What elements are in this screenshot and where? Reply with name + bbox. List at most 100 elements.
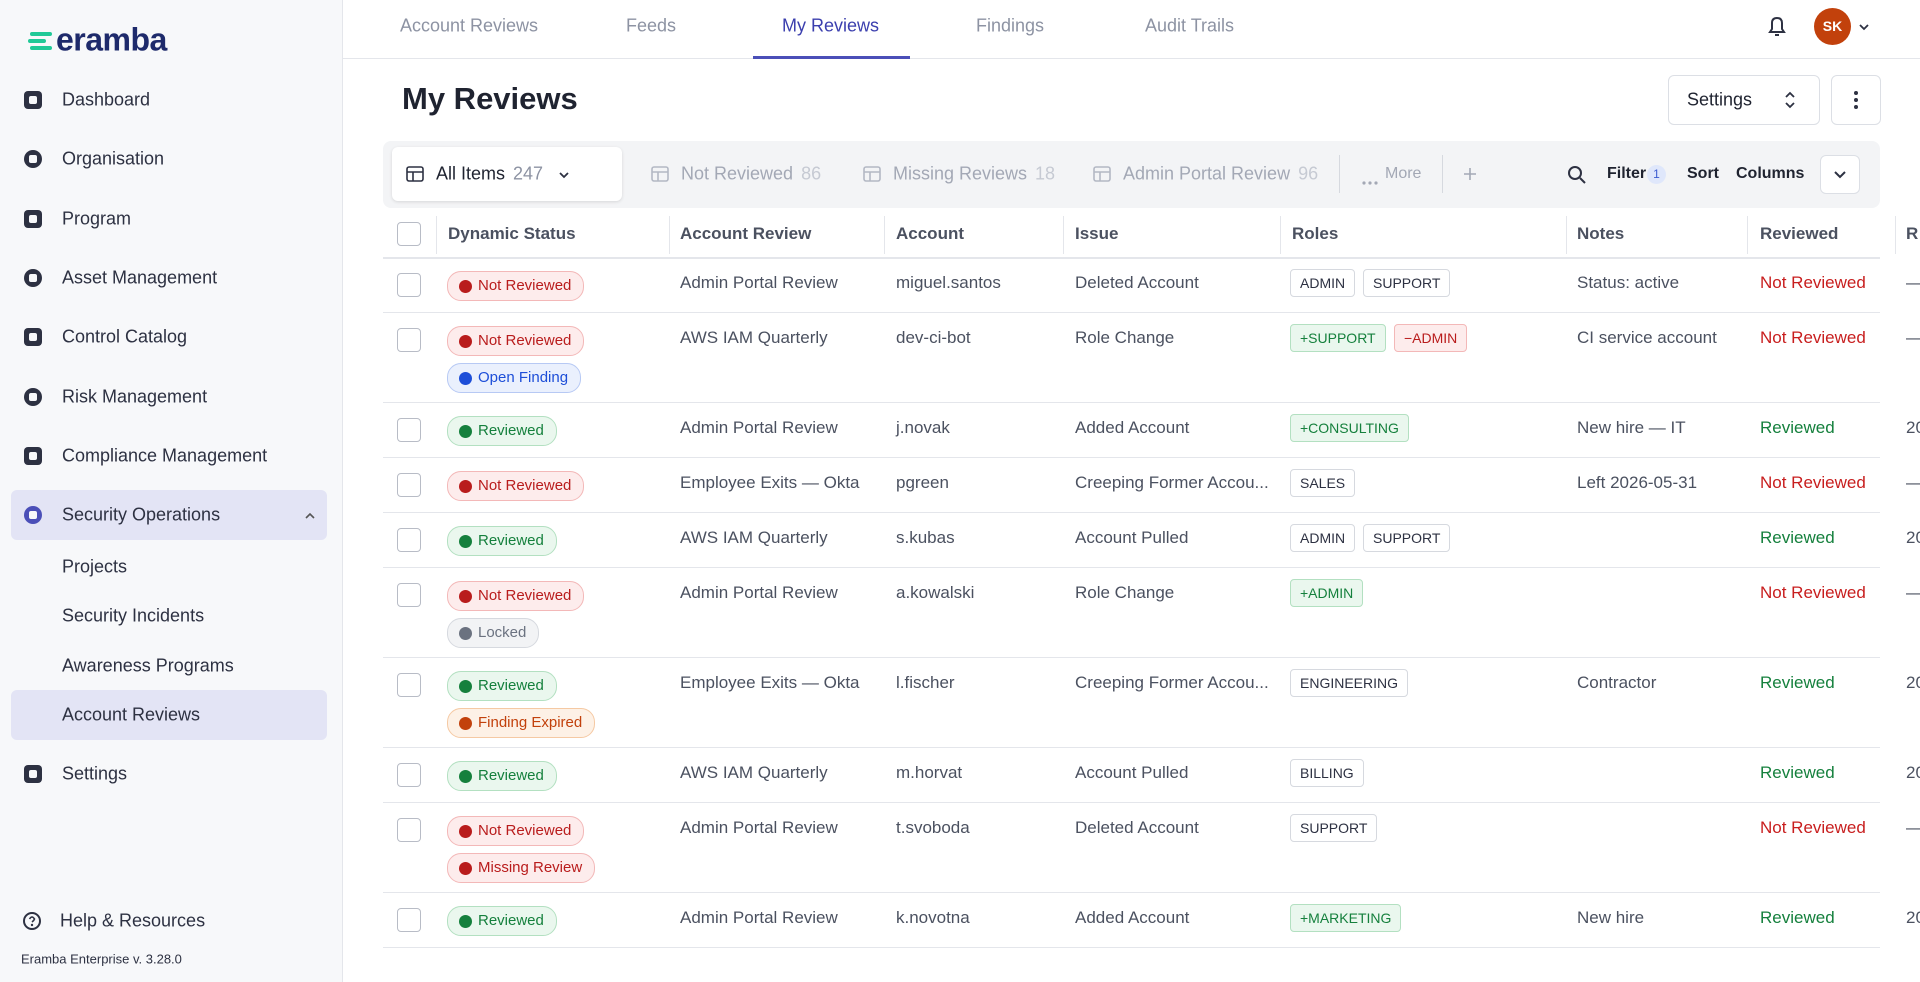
sort-button[interactable]: Sort <box>1687 165 1719 182</box>
checkbox[interactable] <box>397 528 421 552</box>
cell-reviewed: Not Reviewed <box>1760 273 1866 292</box>
cell-account: m.horvat <box>896 763 963 782</box>
columns-button[interactable]: Columns <box>1736 165 1805 182</box>
cell-account-review: Admin Portal Review <box>680 418 838 437</box>
view-chevron <box>558 168 570 186</box>
nav-item[interactable]: Organisation <box>62 148 165 169</box>
top-tab[interactable]: Feeds <box>626 15 677 36</box>
role-tag: SUPPORT <box>1363 269 1451 297</box>
cell-notes: Left 2026-05-31 <box>1577 473 1698 492</box>
view-text: Not Reviewed 86 <box>681 164 821 185</box>
nav-subitem[interactable]: Awareness Programs <box>62 655 234 676</box>
status-badge: Not Reviewed <box>447 816 585 846</box>
row-divider <box>383 892 1880 893</box>
kebab-button[interactable] <box>1831 75 1881 125</box>
cell-r: — <box>1906 473 1920 493</box>
column-header[interactable]: Notes <box>1577 224 1625 243</box>
nav-item[interactable]: Program <box>62 208 132 229</box>
column-separator <box>1747 216 1748 254</box>
add-view[interactable] <box>1462 166 1478 187</box>
help-link[interactable]: Help & Resources <box>60 910 206 931</box>
column-header[interactable]: Reviewed <box>1760 224 1839 243</box>
cell-issue: Role Change <box>1075 583 1175 602</box>
nav-active-bg <box>11 690 327 740</box>
role-tag: ADMIN <box>1290 524 1356 552</box>
view-count: 18 <box>1035 163 1056 184</box>
nav-item[interactable]: Security Operations <box>62 504 221 525</box>
settings-sort-icon <box>1783 90 1797 115</box>
checkbox[interactable] <box>397 222 421 246</box>
settings-button[interactable]: Settings <box>1668 75 1820 125</box>
avatar-chevron[interactable] <box>1858 20 1870 38</box>
nav-item[interactable]: Compliance Management <box>62 445 268 466</box>
column-separator <box>1280 216 1281 254</box>
top-tab[interactable]: Account Reviews <box>400 15 539 36</box>
nav-item[interactable]: Settings <box>62 763 128 784</box>
search-icon[interactable] <box>1567 165 1587 190</box>
table-header-line <box>383 257 1880 259</box>
column-header[interactable]: Issue <box>1075 224 1119 243</box>
cell-account-review: AWS IAM Quarterly <box>680 328 828 347</box>
status-icon <box>459 770 472 783</box>
column-header[interactable]: Account Review <box>680 224 812 243</box>
nav-subitem[interactable]: Security Incidents <box>62 605 205 626</box>
cell-account: l.fischer <box>896 673 955 692</box>
cell-account: pgreen <box>896 473 949 492</box>
cell-r: 20 <box>1906 763 1920 782</box>
cell-reviewed: Reviewed <box>1760 528 1835 547</box>
filter-button[interactable]: Filter <box>1607 165 1647 182</box>
cell-issue: Added Account <box>1075 418 1190 437</box>
status-badge: Reviewed <box>447 671 557 701</box>
role-tag: ADMIN <box>1290 269 1356 297</box>
checkbox[interactable] <box>397 418 421 442</box>
more-button[interactable]: More <box>1385 165 1422 182</box>
top-tab[interactable]: My Reviews <box>782 15 880 36</box>
nav-subitem[interactable]: Projects <box>62 556 128 577</box>
nav-item[interactable]: Dashboard <box>62 89 151 110</box>
view-tab[interactable]: All Items 247 <box>392 147 622 201</box>
status-badge: Reviewed <box>447 526 557 556</box>
column-header[interactable]: Account <box>896 224 964 243</box>
nav-active-bg <box>11 490 327 541</box>
status-badge: Finding Expired <box>447 708 596 738</box>
status-badge: Open Finding <box>447 363 582 393</box>
nav-icon <box>22 148 44 170</box>
checkbox[interactable] <box>397 818 421 842</box>
top-tab[interactable]: Findings <box>976 15 1045 36</box>
top-tab[interactable]: Audit Trails <box>1145 15 1235 36</box>
nav-item[interactable]: Control Catalog <box>62 326 188 347</box>
checkbox[interactable] <box>397 583 421 607</box>
checkbox[interactable] <box>397 328 421 352</box>
role-tag: BILLING <box>1290 759 1364 787</box>
checkbox[interactable] <box>397 763 421 787</box>
cell-r: 20 <box>1906 673 1920 692</box>
column-header[interactable]: R <box>1906 224 1919 243</box>
column-header[interactable]: Dynamic Status <box>448 224 576 243</box>
more-icon[interactable] <box>1362 172 1378 190</box>
cell-issue: Creeping Former Accou... <box>1075 473 1269 492</box>
checkbox[interactable] <box>397 673 421 697</box>
toolbar-dropdown[interactable] <box>1820 155 1860 194</box>
checkbox[interactable] <box>397 273 421 297</box>
checkbox[interactable] <box>397 908 421 932</box>
version: Eramba Enterprise v. 3.28.0 <box>21 951 182 967</box>
nav-chevron[interactable] <box>304 509 316 527</box>
cell-r: — <box>1906 328 1920 348</box>
column-separator <box>436 216 437 254</box>
cell-account: t.svoboda <box>896 818 970 837</box>
nav-item[interactable]: Risk Management <box>62 386 208 406</box>
column-header[interactable]: Roles <box>1292 224 1339 243</box>
cell-notes: Status: active <box>1577 273 1680 292</box>
view-icon <box>651 166 669 187</box>
nav-subitem[interactable]: Account Reviews <box>62 704 201 725</box>
row-divider <box>383 402 1880 403</box>
view-text: Admin Portal Review 96 <box>1123 164 1318 185</box>
bell[interactable] <box>1766 14 1788 43</box>
view-label: Missing Reviews <box>893 163 1028 184</box>
checkbox[interactable] <box>397 473 421 497</box>
status-badge: Not Reviewed <box>447 471 585 501</box>
nav-item[interactable]: Asset Management <box>62 267 218 288</box>
avatar[interactable]: SK <box>1814 8 1851 45</box>
role-tag: SUPPORT <box>1290 814 1378 842</box>
cell-r: 20 <box>1906 908 1920 927</box>
